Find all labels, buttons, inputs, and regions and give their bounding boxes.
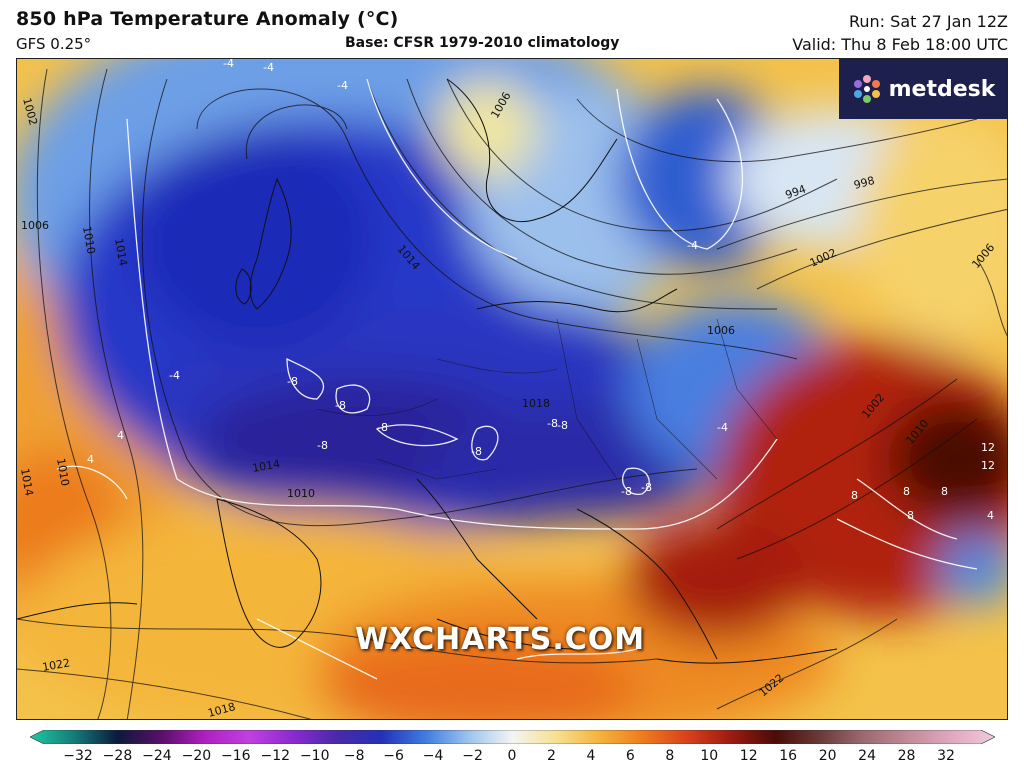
colorbar-tick-label: −20: [181, 748, 212, 764]
anomaly-label: -4: [687, 239, 698, 252]
colorbar-tick-label: −24: [142, 748, 172, 764]
isobar-label: 1010: [54, 457, 72, 487]
map-canvas: 1002 1006 1010 1014 1010 1014 1006 1014 …: [17, 59, 1007, 720]
colorbar: [30, 730, 995, 744]
chart-title: 850 hPa Temperature Anomaly (°C): [16, 8, 399, 30]
colorbar-tick-labels: −32 −28 −24 −20 −16 −12 −10 −8 −6 −4 −2 0 2 4 6 8 10 12 16…: [0, 748, 1024, 770]
colorbar-tick-label: 6: [625, 748, 635, 764]
colorbar-tick-label: 8: [665, 748, 675, 764]
metdesk-logo: metdesk: [839, 59, 1007, 119]
anomaly-label: 8: [851, 489, 858, 502]
valid-time-label: Valid: Thu 8 Feb 18:00 UTC: [792, 35, 1008, 54]
colorbar-tick-label: 20: [818, 748, 837, 764]
colorbar-tick-label: −32: [63, 748, 93, 764]
isobar-label: 1010: [287, 487, 315, 500]
anomaly-labels: -4 -4 -4 -4 -4 -4 -8 -8 -8 -8 -8 -8 -8 -…: [87, 59, 995, 522]
country-borders: [316, 318, 778, 480]
isobar-label: 1022: [41, 656, 71, 674]
anomaly-label: 8: [941, 485, 948, 498]
colorbar-tick-label: 24: [858, 748, 876, 764]
colorbar-tick-label: −8: [343, 748, 365, 764]
run-time-label: Run: Sat 27 Jan 12Z: [849, 12, 1008, 31]
colorbar-tick-label: 4: [586, 748, 596, 764]
anomaly-label: 8: [903, 485, 910, 498]
anomaly-label: 8: [907, 509, 914, 522]
anomaly-label: -8: [557, 419, 568, 432]
anomaly-contours: [56, 78, 978, 680]
anomaly-label: -8: [471, 445, 482, 458]
anomaly-label: -4: [223, 59, 234, 70]
anomaly-map[interactable]: 1002 1006 1010 1014 1010 1014 1006 1014 …: [16, 58, 1008, 720]
metdesk-logo-text: metdesk: [888, 76, 996, 102]
colorbar-tick-label: 10: [700, 748, 719, 764]
colorbar-tick-label: −6: [383, 748, 404, 764]
anomaly-field: [17, 59, 1007, 719]
anomaly-label: -4: [337, 79, 348, 92]
anomaly-label: -8: [641, 481, 652, 494]
coastlines: [17, 78, 838, 664]
anomaly-label: -8: [621, 485, 632, 498]
anomaly-label: 4: [987, 509, 994, 522]
isobar-label: 1014: [251, 457, 281, 475]
anomaly-label: -8: [377, 421, 388, 434]
anomaly-label: 4: [117, 429, 124, 442]
colorbar-tick-label: −16: [221, 748, 251, 764]
colorbar-gradient: [30, 730, 995, 744]
isobar-label: 1014: [112, 237, 130, 267]
colorbar-tick-label: −28: [102, 748, 133, 764]
anomaly-label: -4: [263, 61, 274, 74]
anomaly-label: -8: [317, 439, 328, 452]
isobar-label: 1018: [206, 700, 236, 720]
colorbar-tick-label: 16: [779, 748, 798, 764]
colorbar-tick-label: −12: [260, 748, 291, 764]
anomaly-label: -4: [717, 421, 728, 434]
anomaly-label: 12: [981, 441, 995, 454]
colorbar-tick-label: 32: [937, 748, 955, 764]
isobar-label: 1006: [21, 219, 49, 232]
metdesk-flower-icon: [853, 75, 880, 103]
colorbar-tick-label: 0: [507, 748, 517, 764]
isobar-label: 998: [852, 174, 876, 192]
climatology-base-label: Base: CFSR 1979-2010 climatology: [345, 35, 620, 51]
anomaly-label: -4: [169, 369, 180, 382]
anomaly-label: 12: [981, 459, 995, 472]
colorbar-tick-label: 28: [897, 748, 916, 764]
isobar-label: 1006: [707, 324, 735, 337]
anomaly-label: -8: [335, 399, 346, 412]
colorbar-tick-label: −10: [299, 748, 330, 764]
colorbar-tick-label: 12: [739, 748, 758, 764]
colorbar-tick-label: 2: [546, 748, 556, 764]
colorbar-tick-label: −4: [422, 748, 444, 764]
model-label: GFS 0.25°: [16, 35, 92, 53]
anomaly-label: -8: [287, 375, 298, 388]
anomaly-label: 4: [87, 453, 94, 466]
colorbar-tick-label: −2: [462, 748, 483, 764]
isobar-label: 1010: [80, 225, 98, 255]
anomaly-label: -8: [547, 417, 558, 430]
wxcharts-watermark: WXCHARTS.COM: [355, 622, 646, 657]
isobar-label: 1018: [522, 397, 550, 410]
isobar-label: 1014: [18, 467, 36, 497]
